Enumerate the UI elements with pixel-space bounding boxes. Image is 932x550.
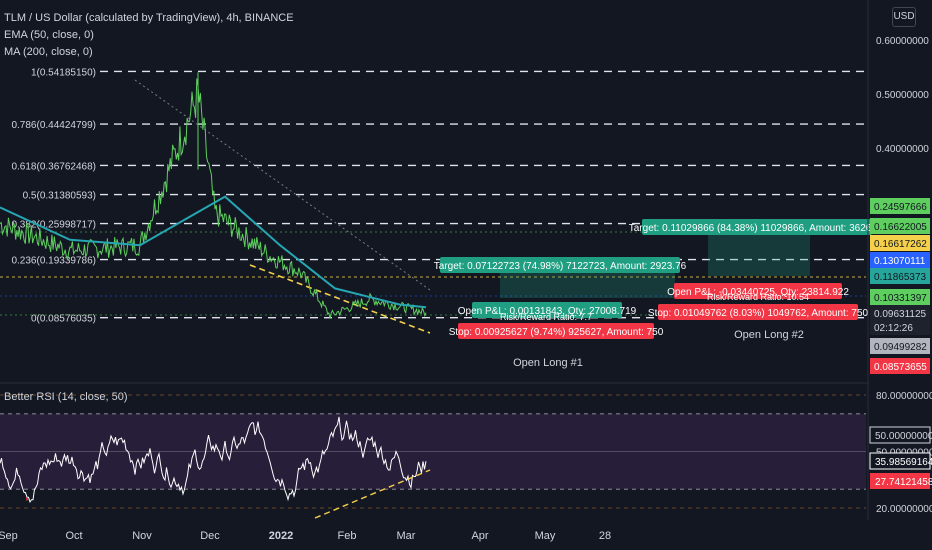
time-axis-label: 28 <box>599 530 611 542</box>
rsi-axis-label: 80.00000000 <box>876 391 932 402</box>
time-axis-label: Mar <box>397 530 416 542</box>
position-2-stop: Stop: 0.01049762 (8.03%) 1049762, Amount… <box>648 308 869 319</box>
time-axis-label: Feb <box>338 530 357 542</box>
price-tag-bg <box>870 235 930 251</box>
rsi-axis-label: 20.00000000 <box>876 504 932 515</box>
position-1-open-pnl: Open P&L: 0.00131843, Qty: 27008.719 <box>458 306 637 317</box>
position-2-target: Target: 0.11029866 (84.38%) 11029866, Am… <box>629 223 886 234</box>
position-2-label: Open Long #2 <box>734 329 804 341</box>
trendline-support <box>249 264 431 334</box>
symbol-title[interactable]: TLM / US Dollar (calculated by TradingVi… <box>4 12 294 24</box>
price-tag-bg <box>870 305 930 321</box>
position-1-target-bg <box>440 257 680 273</box>
price-tag-bg <box>870 289 930 305</box>
time-axis-label: Apr <box>471 530 488 542</box>
time-axis-label: Dec <box>200 530 220 542</box>
fib-level-label: 0.5(0.31380593) <box>23 191 96 202</box>
time-axis-label: Sep <box>0 530 18 542</box>
price-pane: 1(0.54185150) 0.786(0.44424799) 0.618(0.36… <box>0 67 886 369</box>
price-tag: 0.13070111 <box>874 256 926 267</box>
price-tag-bg <box>870 319 930 335</box>
rsi-tag: 27.74121458 <box>875 477 932 488</box>
price-axis-label: 0.40000000 <box>876 144 929 155</box>
price-tag: 0.16617262 <box>874 239 927 250</box>
position-1-stop-bg <box>458 323 654 339</box>
price-tag-bg <box>870 358 930 374</box>
fib-level-label: 0.618(0.36762468) <box>11 161 96 172</box>
fib-level-label: 0.382(0.25998717) <box>11 220 96 231</box>
ema-legend[interactable]: EMA (50, close, 0) <box>4 29 94 41</box>
rsi-tag-bg <box>870 473 930 489</box>
position-2-target-zone <box>708 232 810 276</box>
price-tag-bg <box>870 268 930 284</box>
fib-level-label: 1(0.54185150) <box>31 67 96 78</box>
price-tag-bg <box>870 198 930 214</box>
price-axis-label: 0.50000000 <box>876 90 929 101</box>
time-axis-label: 2022 <box>269 530 293 542</box>
position-2-open-pnl: Open P&L: -0.03440725, Qty: 23814.922 <box>667 287 849 298</box>
price-tag: 0.09499282 <box>874 342 927 353</box>
price-series-line <box>0 78 427 319</box>
rsi-tag-bg <box>869 426 931 444</box>
position-2-risk: Risk/Reward Ratio: 10.54 <box>707 292 809 302</box>
rsi-trendline <box>314 469 431 519</box>
price-tag: 0.24597666 <box>874 202 927 213</box>
fib-level-label: 0.236(0.19339786) <box>11 256 96 267</box>
price-tag: 0.10331397 <box>874 293 927 304</box>
price-tag: 0.16622005 <box>874 222 927 233</box>
rsi-series-line <box>0 416 427 504</box>
time-axis-label: Nov <box>132 530 152 542</box>
time-axis-label: May <box>535 530 556 542</box>
price-tag: 0.11865373 <box>874 272 927 283</box>
price-tag-bg <box>870 218 930 234</box>
position-1-target: Target: 0.07122723 (74.98%) 7122723, Amo… <box>434 261 687 272</box>
price-tag-bg <box>870 252 930 268</box>
price-tag-bg <box>870 338 930 354</box>
time-axis-label: Oct <box>65 530 82 542</box>
currency-button[interactable]: USD <box>892 7 916 27</box>
trendline-resistance <box>134 79 431 291</box>
position-1-label: Open Long #1 <box>513 357 583 369</box>
rsi-tag-bg <box>869 452 931 470</box>
rsi-legend[interactable]: Better RSI (14, close, 50) <box>4 391 128 403</box>
fib-level-label: 0(0.08576035) <box>31 314 96 325</box>
position-1-risk: Risk/Reward Ratio: 7.7 <box>500 312 592 322</box>
price-tag: 0.09631125 <box>874 309 927 320</box>
price-axis-label: 0.60000000 <box>876 36 929 47</box>
position-2-open-pnl-bg <box>674 283 842 299</box>
rsi-pane <box>0 394 866 519</box>
ema-series-line <box>0 195 427 309</box>
rsi-tag: 35.98569164 <box>875 457 932 468</box>
position-2-target-bg <box>642 219 872 235</box>
position-2-stop-bg <box>658 304 858 320</box>
position-1-open-pnl-bg <box>472 302 622 318</box>
price-tag: 0.08573655 <box>874 362 927 373</box>
position-1-stop: Stop: 0.00925627 (9.74%) 925627, Amount:… <box>449 327 664 338</box>
price-tag: 02:12:26 <box>874 323 913 334</box>
rsi-tag: 50.00000000 <box>875 431 932 442</box>
ma-legend[interactable]: MA (200, close, 0) <box>4 46 93 58</box>
fib-level-label: 0.786(0.44424799) <box>11 120 96 131</box>
